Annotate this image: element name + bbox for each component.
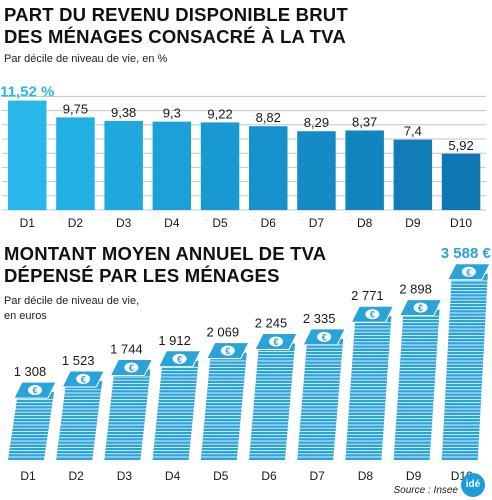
bill-stack-D9: € (393, 299, 443, 460)
stack-value-label: 1 308 (14, 364, 47, 379)
bar-D8 (345, 130, 384, 210)
bill-stack-body (345, 316, 392, 460)
stack-value-label: 1 523 (62, 353, 95, 368)
x-tick-label: D8 (357, 216, 373, 230)
x-tick-label: D7 (310, 469, 326, 483)
x-tick-label: D9 (406, 469, 422, 483)
bill-stack-D10: € (441, 263, 491, 460)
euro-icon (317, 331, 332, 342)
bar-D6 (249, 126, 288, 210)
euro-icon (365, 309, 380, 320)
bar-value-label: 11,52 % (0, 84, 54, 101)
bar-D2 (56, 117, 95, 210)
euro-icon (28, 385, 42, 396)
x-tick-label: D4 (165, 469, 181, 483)
bar-value-label: 9,38 (111, 105, 136, 120)
x-tick-label: D4 (164, 216, 180, 230)
bar-D7 (297, 131, 336, 210)
x-tick-label: D6 (261, 216, 277, 230)
bill-stack-D5: € (200, 342, 250, 460)
bill-stack-body (152, 360, 199, 460)
x-tick-label: D7 (309, 216, 325, 230)
bill-stack-D3: € (104, 359, 154, 460)
x-tick-label: D5 (213, 469, 229, 483)
bill-stack-D1: € (8, 381, 57, 460)
euro-symbol: € (225, 346, 230, 356)
euro-symbol: € (177, 354, 182, 364)
bill-stack-D6: € (249, 333, 298, 460)
chart1-plot: 11,52 % D1 9,75 D2 9,38 D3 9,3 D4 9,22 D5 8,82 D6 8,… (0, 84, 486, 230)
euro-symbol: € (273, 337, 278, 347)
x-tick-label: D10 (450, 216, 472, 230)
stack-value-label: 2 245 (255, 316, 288, 331)
chart2-title-line2: DÉPENSÉ PAR LES MÉNAGES (4, 265, 280, 286)
bar-D4 (152, 121, 192, 210)
euro-icon (220, 345, 235, 356)
x-tick-label: D1 (20, 469, 36, 483)
publisher-logo: idé (461, 473, 485, 497)
euro-icon (413, 302, 428, 313)
bar-value-label: 8,29 (304, 115, 329, 130)
x-tick-label: D2 (69, 469, 85, 483)
x-tick-label: D3 (117, 469, 133, 483)
euro-symbol: € (129, 363, 134, 373)
bill-stack-body (200, 352, 247, 460)
bill-stack-D8: € (345, 305, 395, 460)
stack-value-label: 3 588 € (441, 245, 492, 262)
euro-symbol: € (466, 267, 471, 277)
bill-stack-body (56, 380, 103, 460)
bar-value-label: 7,4 (404, 124, 422, 139)
bill-stack-D2: € (56, 370, 106, 460)
x-tick-label: D3 (116, 216, 132, 230)
chart1-title-line1: PART DU REVENU DISPONIBLE BRUT (4, 4, 348, 25)
x-tick-label: D9 (405, 216, 421, 230)
stack-value-label: 2 335 (303, 311, 336, 326)
bar-D3 (104, 120, 143, 210)
chart2-subtitle-line1: Par décile de niveau de vie, (4, 295, 140, 307)
stack-value-label: 1 912 (158, 333, 191, 348)
x-tick-label: D2 (68, 216, 84, 230)
euro-icon (124, 362, 139, 373)
bar-D10 (441, 153, 481, 210)
euro-icon (461, 266, 476, 277)
bar-D5 (200, 122, 240, 210)
bar-value-label: 8,82 (256, 110, 281, 125)
bill-stack-body (249, 343, 295, 460)
bill-stack-D7: € (297, 328, 347, 460)
bar-value-label: 5,92 (448, 138, 473, 153)
bar-D1 (8, 100, 47, 210)
x-tick-label: D5 (212, 216, 228, 230)
euro-symbol: € (322, 332, 327, 342)
bill-stack-D4: € (152, 350, 202, 460)
bar-value-label: 9,22 (207, 106, 232, 121)
x-tick-label: D8 (358, 469, 374, 483)
euro-symbol: € (418, 303, 423, 313)
chart1-subtitle: Par décile de niveau de vie, en % (4, 53, 168, 65)
bar-value-label: 8,37 (352, 114, 377, 129)
stack-value-label: 2 898 (399, 282, 432, 297)
x-tick-label: D1 (20, 216, 36, 230)
euro-icon (76, 373, 91, 384)
chart2-plot: €1 308 D1 €1 523 D2 €1 744 D3 €1 912 D4 €2 069 D5… (8, 245, 492, 483)
chart1-title-line2: DES MÉNAGES CONSACRÉ À LA TVA (4, 26, 346, 47)
stack-value-label: 2 069 (207, 325, 240, 340)
bill-stack-body (393, 309, 440, 460)
x-tick-label: D6 (261, 469, 277, 483)
euro-symbol: € (370, 310, 375, 320)
euro-icon (269, 336, 283, 347)
euro-symbol: € (81, 374, 86, 384)
bar-value-label: 9,75 (63, 101, 88, 116)
euro-symbol: € (32, 386, 37, 396)
euro-icon (172, 353, 187, 364)
bill-stack-body (441, 273, 488, 460)
source-note: Source : Insee (393, 485, 458, 496)
stack-value-label: 1 744 (110, 342, 143, 357)
stack-value-label: 2 771 (351, 288, 384, 303)
bar-D9 (393, 139, 433, 210)
bar-value-label: 9,3 (163, 106, 181, 121)
chart2-subtitle-line2: en euros (4, 310, 47, 322)
chart2-title-line1: MONTANT MOYEN ANNUEL DE TVA (4, 243, 327, 264)
